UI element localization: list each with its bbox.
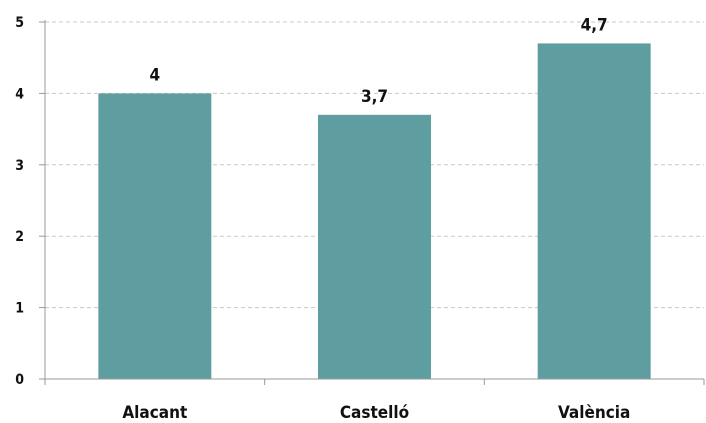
x-category-label: València — [558, 403, 630, 423]
value-label: 4,7 — [581, 15, 608, 35]
axes — [39, 20, 705, 385]
value-label: 4 — [150, 65, 161, 85]
y-tick-label: 0 — [15, 372, 24, 388]
y-tick-label: 5 — [15, 15, 24, 31]
bar-castelló — [318, 114, 431, 379]
x-category-label: Alacant — [122, 403, 187, 423]
bar-alacant — [98, 93, 212, 380]
bars — [98, 43, 651, 380]
y-tick-label: 2 — [15, 229, 24, 245]
y-tick-label: 1 — [15, 301, 24, 317]
x-category-label: Castelló — [340, 403, 409, 423]
y-tick-label: 3 — [15, 158, 24, 174]
y-tick-label: 4 — [15, 86, 24, 102]
labels: 0 1 2 3 4 5 4 Alacant 3,7 Castelló 4,7 València — [15, 15, 630, 423]
value-label: 3,7 — [361, 87, 388, 107]
bar-valència — [537, 43, 651, 380]
